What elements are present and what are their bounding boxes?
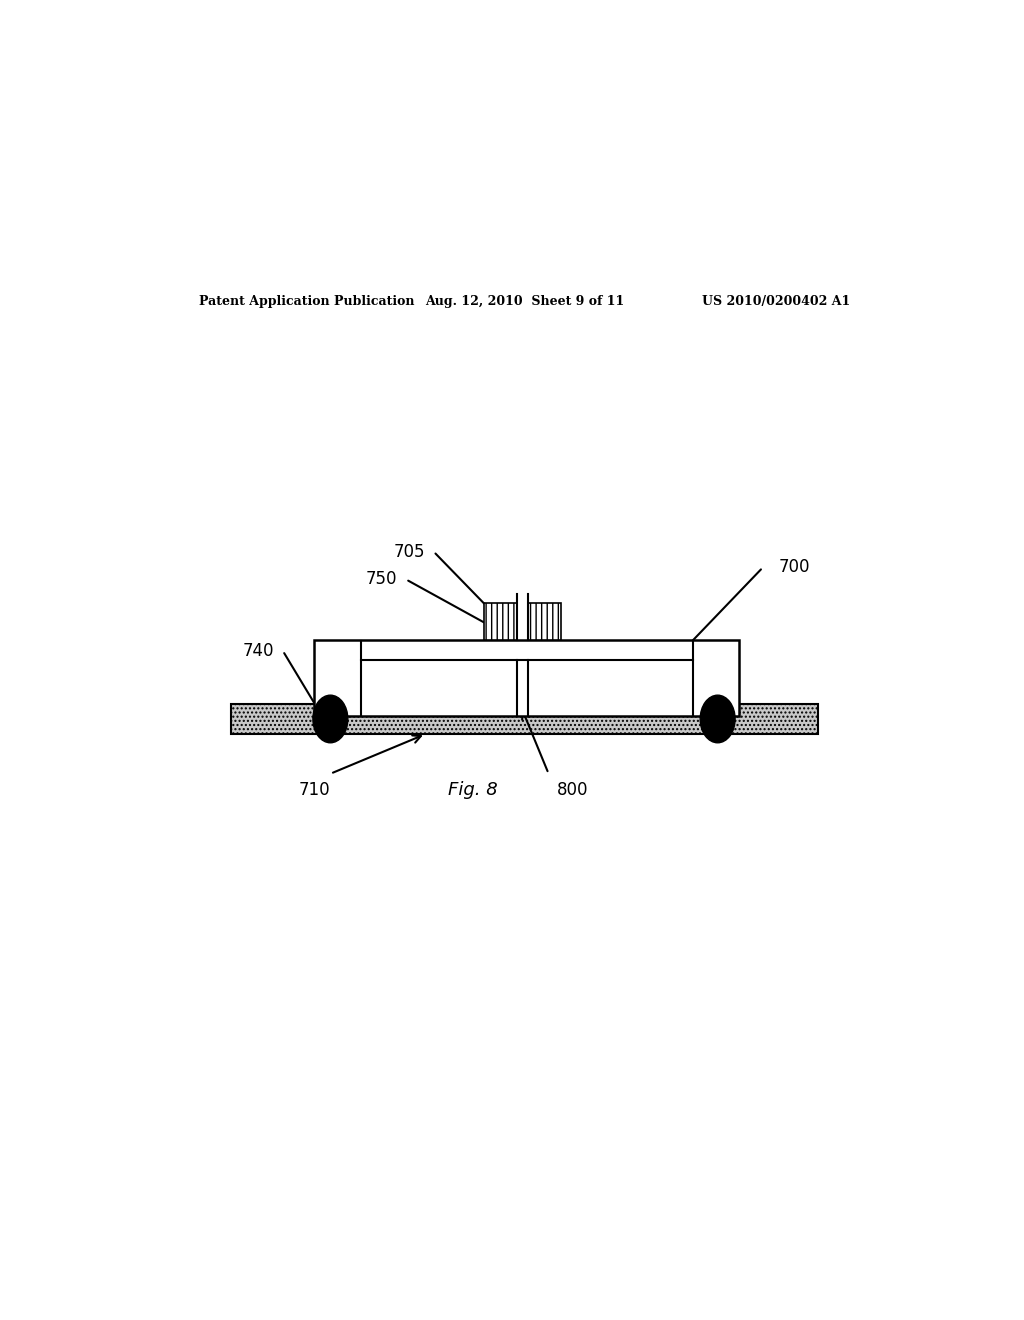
Text: Patent Application Publication: Patent Application Publication <box>200 296 415 308</box>
Text: US 2010/0200402 A1: US 2010/0200402 A1 <box>701 296 850 308</box>
Bar <box>231 704 818 734</box>
Bar <box>314 640 739 715</box>
Text: 705: 705 <box>394 543 425 561</box>
Bar <box>483 603 517 640</box>
Text: Fig. 8: Fig. 8 <box>449 780 498 799</box>
Text: 740: 740 <box>243 642 274 660</box>
Ellipse shape <box>700 696 735 743</box>
Text: 700: 700 <box>778 558 810 577</box>
Text: 800: 800 <box>557 780 588 799</box>
Text: Aug. 12, 2010  Sheet 9 of 11: Aug. 12, 2010 Sheet 9 of 11 <box>425 296 625 308</box>
Bar <box>528 603 561 640</box>
Text: 710: 710 <box>299 780 331 799</box>
Ellipse shape <box>313 696 348 743</box>
Text: 750: 750 <box>367 570 397 589</box>
